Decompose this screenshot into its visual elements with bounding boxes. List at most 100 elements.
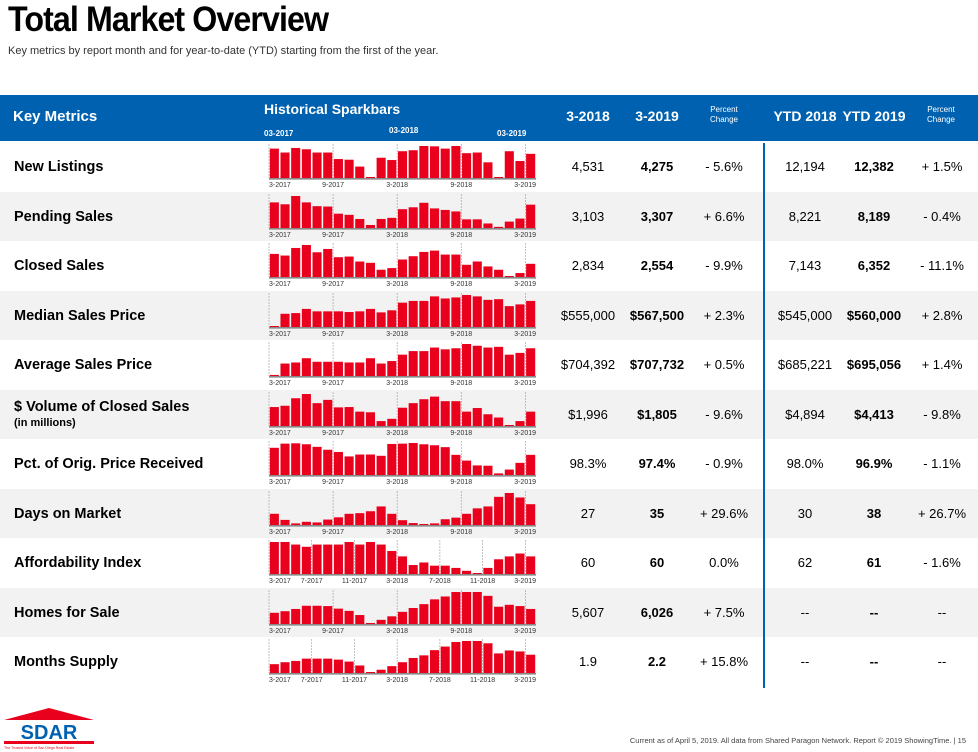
sparkbar <box>440 297 450 327</box>
sparkbar-tick-label: 9-2018 <box>450 529 472 536</box>
metric-sublabel: (in millions) <box>14 416 76 429</box>
sparkbar <box>430 347 440 376</box>
sparkbar <box>269 612 279 624</box>
sparkbar-chart: 3-2017 9-2017 3-2018 9-2018 3-2019 <box>268 193 536 239</box>
sparkbar <box>397 151 408 178</box>
sparkbar-tick-label: 7-2018 <box>429 677 451 684</box>
value-ypct: - 11.1% <box>920 258 964 273</box>
sparkbar-tick-label: 9-2017 <box>322 182 344 189</box>
metric-label: Pending Sales <box>14 208 114 225</box>
sparkbar <box>504 556 514 574</box>
sparkbar <box>451 591 461 624</box>
sparkbar-tick-label: 3-2019 <box>514 628 536 635</box>
sparkbar <box>376 619 386 624</box>
page-title: Total Market Overview <box>8 0 329 39</box>
sparkbar <box>355 218 365 228</box>
sparkbar <box>365 510 375 525</box>
sparkbar <box>291 362 301 376</box>
sparkbar <box>472 295 482 327</box>
sparkbar <box>387 513 397 525</box>
sparkbar <box>419 523 429 525</box>
svg-text:The Trusted Voice of San Diego: The Trusted Voice of San Diego Real Esta… <box>4 746 74 750</box>
sparkbar <box>462 641 472 673</box>
metric-label: Average Sales Price <box>14 357 153 373</box>
sparkbar-tick-label: 9-2018 <box>450 380 472 387</box>
value-v1: 5,607 <box>571 604 605 620</box>
sparkbar <box>494 606 504 624</box>
sparkbar <box>408 150 418 178</box>
sparkbar <box>472 573 482 574</box>
sparkbar <box>333 310 343 327</box>
value-pct: - 9.6% <box>705 406 743 422</box>
table-row: Median Sales Price $555,000 $567,500 + 2.3%… <box>0 290 978 340</box>
value-v1: 4,531 <box>571 159 605 174</box>
sparkbar <box>333 257 343 277</box>
header-col-3-2019: 3-2019 <box>635 108 679 124</box>
metric-label: Pct. of Orig. Price Received <box>14 456 204 472</box>
sparkbar <box>515 651 525 673</box>
sparkbar <box>344 214 354 228</box>
sparkbar <box>440 447 450 475</box>
sparkbar-tick-label: 3-2018 <box>386 182 408 189</box>
sparkbar <box>419 251 429 277</box>
sparkbar <box>280 405 290 426</box>
sparkbar <box>280 519 290 525</box>
sparkbar <box>280 610 290 624</box>
sparkbar <box>515 161 525 178</box>
value-ypct: + 2.8% <box>921 307 963 323</box>
sparkbar <box>376 455 386 475</box>
sparkbar <box>301 444 311 475</box>
sparkbar <box>355 411 365 426</box>
sparkbar <box>440 518 450 525</box>
metric-label: Closed Sales <box>14 258 105 274</box>
sparkbar <box>301 605 311 624</box>
sparkbar <box>451 517 461 525</box>
sparkbar-tick-label: 3-2017 <box>269 677 291 684</box>
sparkbar <box>494 653 504 673</box>
sparkbar <box>526 411 536 426</box>
sparkbar <box>451 400 461 426</box>
sparkbar-tick-label: 7-2017 <box>301 677 323 684</box>
sparkbar <box>344 456 354 475</box>
sparkbar <box>312 310 322 327</box>
sparkbar <box>365 454 375 475</box>
sparkbar-tick-label: 3-2018 <box>386 677 408 684</box>
value-ypct: - 9.8% <box>923 406 961 422</box>
sparkbar <box>483 567 493 574</box>
sparkbar <box>504 469 514 475</box>
sparkbar <box>451 348 461 376</box>
sparkbar-tick-label: 11-2018 <box>470 677 495 684</box>
sparkbar <box>333 451 343 475</box>
sdar-logo: SDAR The Trusted Voice of San Diego Real… <box>4 708 94 750</box>
sparkbar <box>483 347 493 376</box>
sparkbar <box>333 361 343 376</box>
sparkbar <box>408 256 418 277</box>
sparkbar <box>419 146 429 178</box>
sparkbar <box>365 308 375 327</box>
sparkbar <box>291 522 301 525</box>
sparkbar <box>312 605 322 624</box>
sparkbar-tick-label: 3-2018 <box>386 281 408 288</box>
sparkbar-chart: 3-2017 7-2017 11-2017 3-2018 7-2018 11-2018 3-… <box>268 540 536 585</box>
sparkbar <box>430 522 440 525</box>
sparkbar <box>451 210 461 228</box>
sparkbar <box>430 295 440 327</box>
sparkbar <box>269 325 279 327</box>
sparkbar <box>344 362 354 376</box>
sparkbar <box>312 205 322 228</box>
value-y2: -- <box>869 654 879 669</box>
sparkbar <box>504 604 514 624</box>
sparkbar <box>312 252 322 277</box>
sparkbar <box>333 159 343 178</box>
sparkbar <box>312 446 322 475</box>
sparkbar <box>494 346 504 376</box>
value-y2: 12,382 <box>854 159 894 174</box>
value-v1: $704,392 <box>560 357 616 372</box>
sparkbar-tick-label: 9-2018 <box>450 182 472 189</box>
sparkbar <box>419 444 429 475</box>
sparkbar-tick-label: 3-2017 <box>269 380 291 387</box>
sparkbar <box>462 513 472 525</box>
sparkbar-tick-label: 9-2018 <box>450 628 472 635</box>
sparkbar <box>472 407 482 426</box>
table-row: Affordability Index 60 60 0.0% 62 61 - 1.6% 3-2… <box>0 538 978 588</box>
